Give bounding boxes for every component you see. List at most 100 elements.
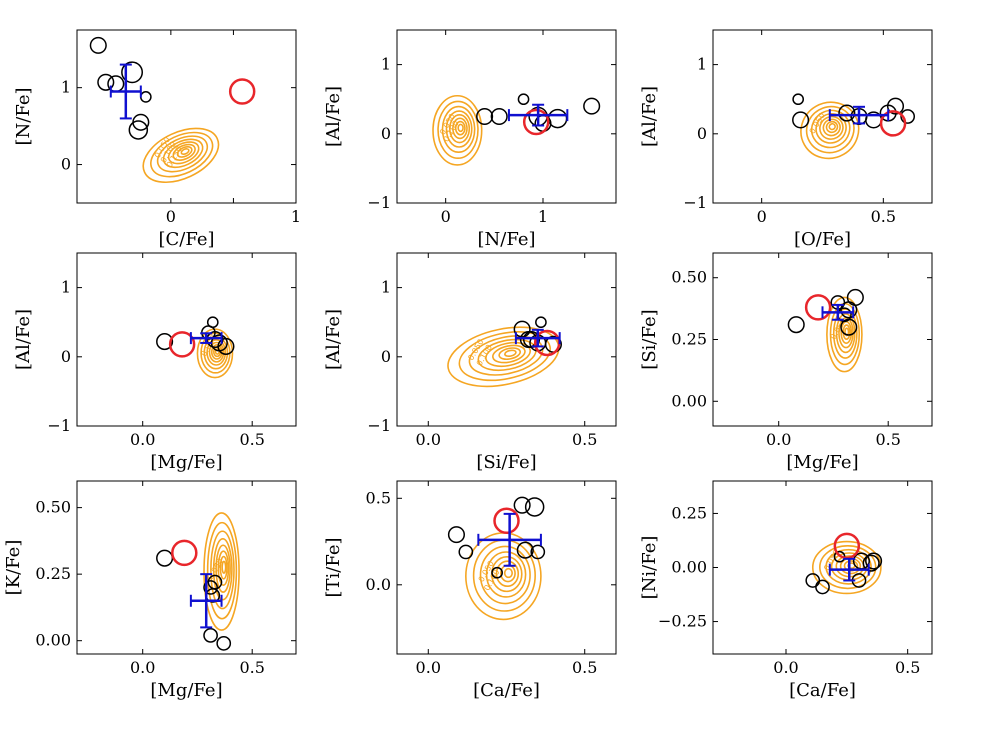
contour-level-5 bbox=[208, 341, 225, 363]
contour-level-6 bbox=[822, 118, 841, 137]
star-point bbox=[787, 316, 805, 334]
y-axis-label: [Al/Fe] bbox=[13, 309, 34, 370]
y-axis-label: [Si/Fe] bbox=[639, 309, 660, 369]
contour-level-8 bbox=[180, 148, 190, 156]
star-point bbox=[476, 107, 494, 126]
mean-errorbar bbox=[514, 328, 561, 348]
star-point bbox=[900, 109, 916, 124]
star-point bbox=[792, 93, 805, 106]
panel-content: 0.050 bbox=[787, 288, 864, 373]
star-point bbox=[862, 554, 880, 572]
star-point bbox=[156, 549, 174, 567]
star-point bbox=[128, 120, 149, 140]
panel-frame bbox=[76, 252, 297, 427]
contour-level-2 bbox=[437, 100, 479, 160]
x-axis-label: [Si/Fe] bbox=[476, 452, 536, 473]
x-tick-label: 0.5 bbox=[239, 430, 264, 449]
y-tick-label: 0.5 bbox=[366, 488, 391, 507]
y-axis-label: [K/Fe] bbox=[3, 540, 24, 596]
star-point bbox=[156, 333, 174, 351]
y-tick-label: −1 bbox=[367, 193, 391, 212]
contour-level-8 bbox=[503, 567, 513, 579]
mean-errorbar bbox=[507, 103, 569, 127]
panel-content: 0.050 bbox=[792, 93, 916, 160]
y-tick-label: 1 bbox=[61, 278, 71, 297]
density-contours bbox=[465, 532, 542, 621]
contour-level-4 bbox=[162, 138, 204, 169]
panel-4: 0.050 0.0 0.5 −1 0 1 [Mg/Fe] [Al/Fe] bbox=[13, 252, 297, 473]
star-point bbox=[530, 544, 546, 560]
x-tick-label: 0.5 bbox=[875, 430, 900, 449]
contour-level-1 bbox=[826, 296, 863, 373]
star-point bbox=[447, 526, 465, 544]
contour-level-8 bbox=[504, 349, 517, 358]
y-tick-label: 0.0 bbox=[366, 575, 391, 594]
x-tick-label: 0.5 bbox=[239, 658, 264, 677]
highlight-marker bbox=[804, 294, 832, 321]
x-tick-label: 0.5 bbox=[871, 207, 896, 226]
star-point bbox=[458, 544, 474, 560]
panel-frame bbox=[76, 480, 297, 655]
y-tick-label: 1 bbox=[697, 55, 707, 74]
star-point bbox=[217, 337, 235, 355]
x-axis-label: [Mg/Fe] bbox=[150, 680, 222, 701]
star-point bbox=[513, 496, 531, 514]
highlight-marker bbox=[168, 331, 196, 358]
contour-level-8 bbox=[457, 123, 464, 133]
y-tick-label: 1 bbox=[61, 78, 71, 97]
contour-level-4 bbox=[206, 339, 227, 366]
contour-level-6 bbox=[492, 344, 526, 364]
panel-frame bbox=[712, 29, 933, 204]
panel-9: 0.050 0.0 0.5 −0.25 0.00 0.25 [Ca/Fe] [Ni/Fe] bbox=[639, 480, 933, 701]
contour-level-6 bbox=[217, 550, 230, 586]
star-point bbox=[815, 579, 830, 595]
contour-level-2 bbox=[819, 545, 877, 590]
highlight-marker bbox=[493, 507, 520, 535]
density-contours bbox=[800, 101, 860, 160]
star-point bbox=[203, 580, 218, 595]
contour-level-3 bbox=[832, 308, 858, 359]
y-tick-label: −0.25 bbox=[658, 612, 707, 631]
x-tick-label: 0.0 bbox=[773, 658, 798, 677]
y-tick-label: 0 bbox=[61, 347, 71, 366]
star-point bbox=[840, 318, 858, 336]
y-axis-label: [Ti/Fe] bbox=[323, 537, 344, 597]
mean-errorbar bbox=[828, 105, 890, 125]
contour-level-2 bbox=[458, 331, 551, 382]
density-contours bbox=[447, 326, 560, 388]
contour-level-2 bbox=[150, 131, 214, 178]
star-point bbox=[838, 104, 856, 122]
contour-level-1 bbox=[432, 94, 483, 166]
star-point bbox=[846, 288, 864, 307]
x-axis-label: [Ca/Fe] bbox=[473, 680, 540, 701]
star-point bbox=[865, 552, 883, 570]
star-point bbox=[516, 541, 534, 559]
x-tick-label: 0 bbox=[166, 207, 176, 226]
density-contours bbox=[142, 127, 220, 184]
contour-level-3 bbox=[156, 135, 209, 173]
panel-3: 0.050 0 0.5 −1 0 1 [O/Fe] [Al/Fe] bbox=[639, 29, 933, 250]
contour-level-1 bbox=[203, 512, 240, 631]
y-tick-label: −1 bbox=[367, 416, 391, 435]
contour-level-2 bbox=[206, 521, 238, 620]
contour-level-1 bbox=[196, 328, 234, 379]
y-tick-label: 0.00 bbox=[35, 631, 71, 650]
star-point bbox=[206, 316, 219, 329]
contour-level-6 bbox=[495, 560, 520, 588]
x-axis-label: [Mg/Fe] bbox=[150, 452, 222, 473]
y-tick-label: 0 bbox=[381, 124, 391, 143]
star-point bbox=[216, 636, 232, 651]
star-point bbox=[139, 91, 152, 103]
contour-level-5 bbox=[819, 115, 844, 140]
contour-level-7 bbox=[454, 120, 466, 136]
y-tick-label: 0.25 bbox=[671, 503, 707, 522]
panel-6: 0.050 0.0 0.5 0.00 0.25 0.50 [Mg/Fe] [Si/Fe] bbox=[639, 252, 933, 473]
x-tick-label: 1 bbox=[538, 207, 548, 226]
star-point bbox=[207, 574, 223, 590]
